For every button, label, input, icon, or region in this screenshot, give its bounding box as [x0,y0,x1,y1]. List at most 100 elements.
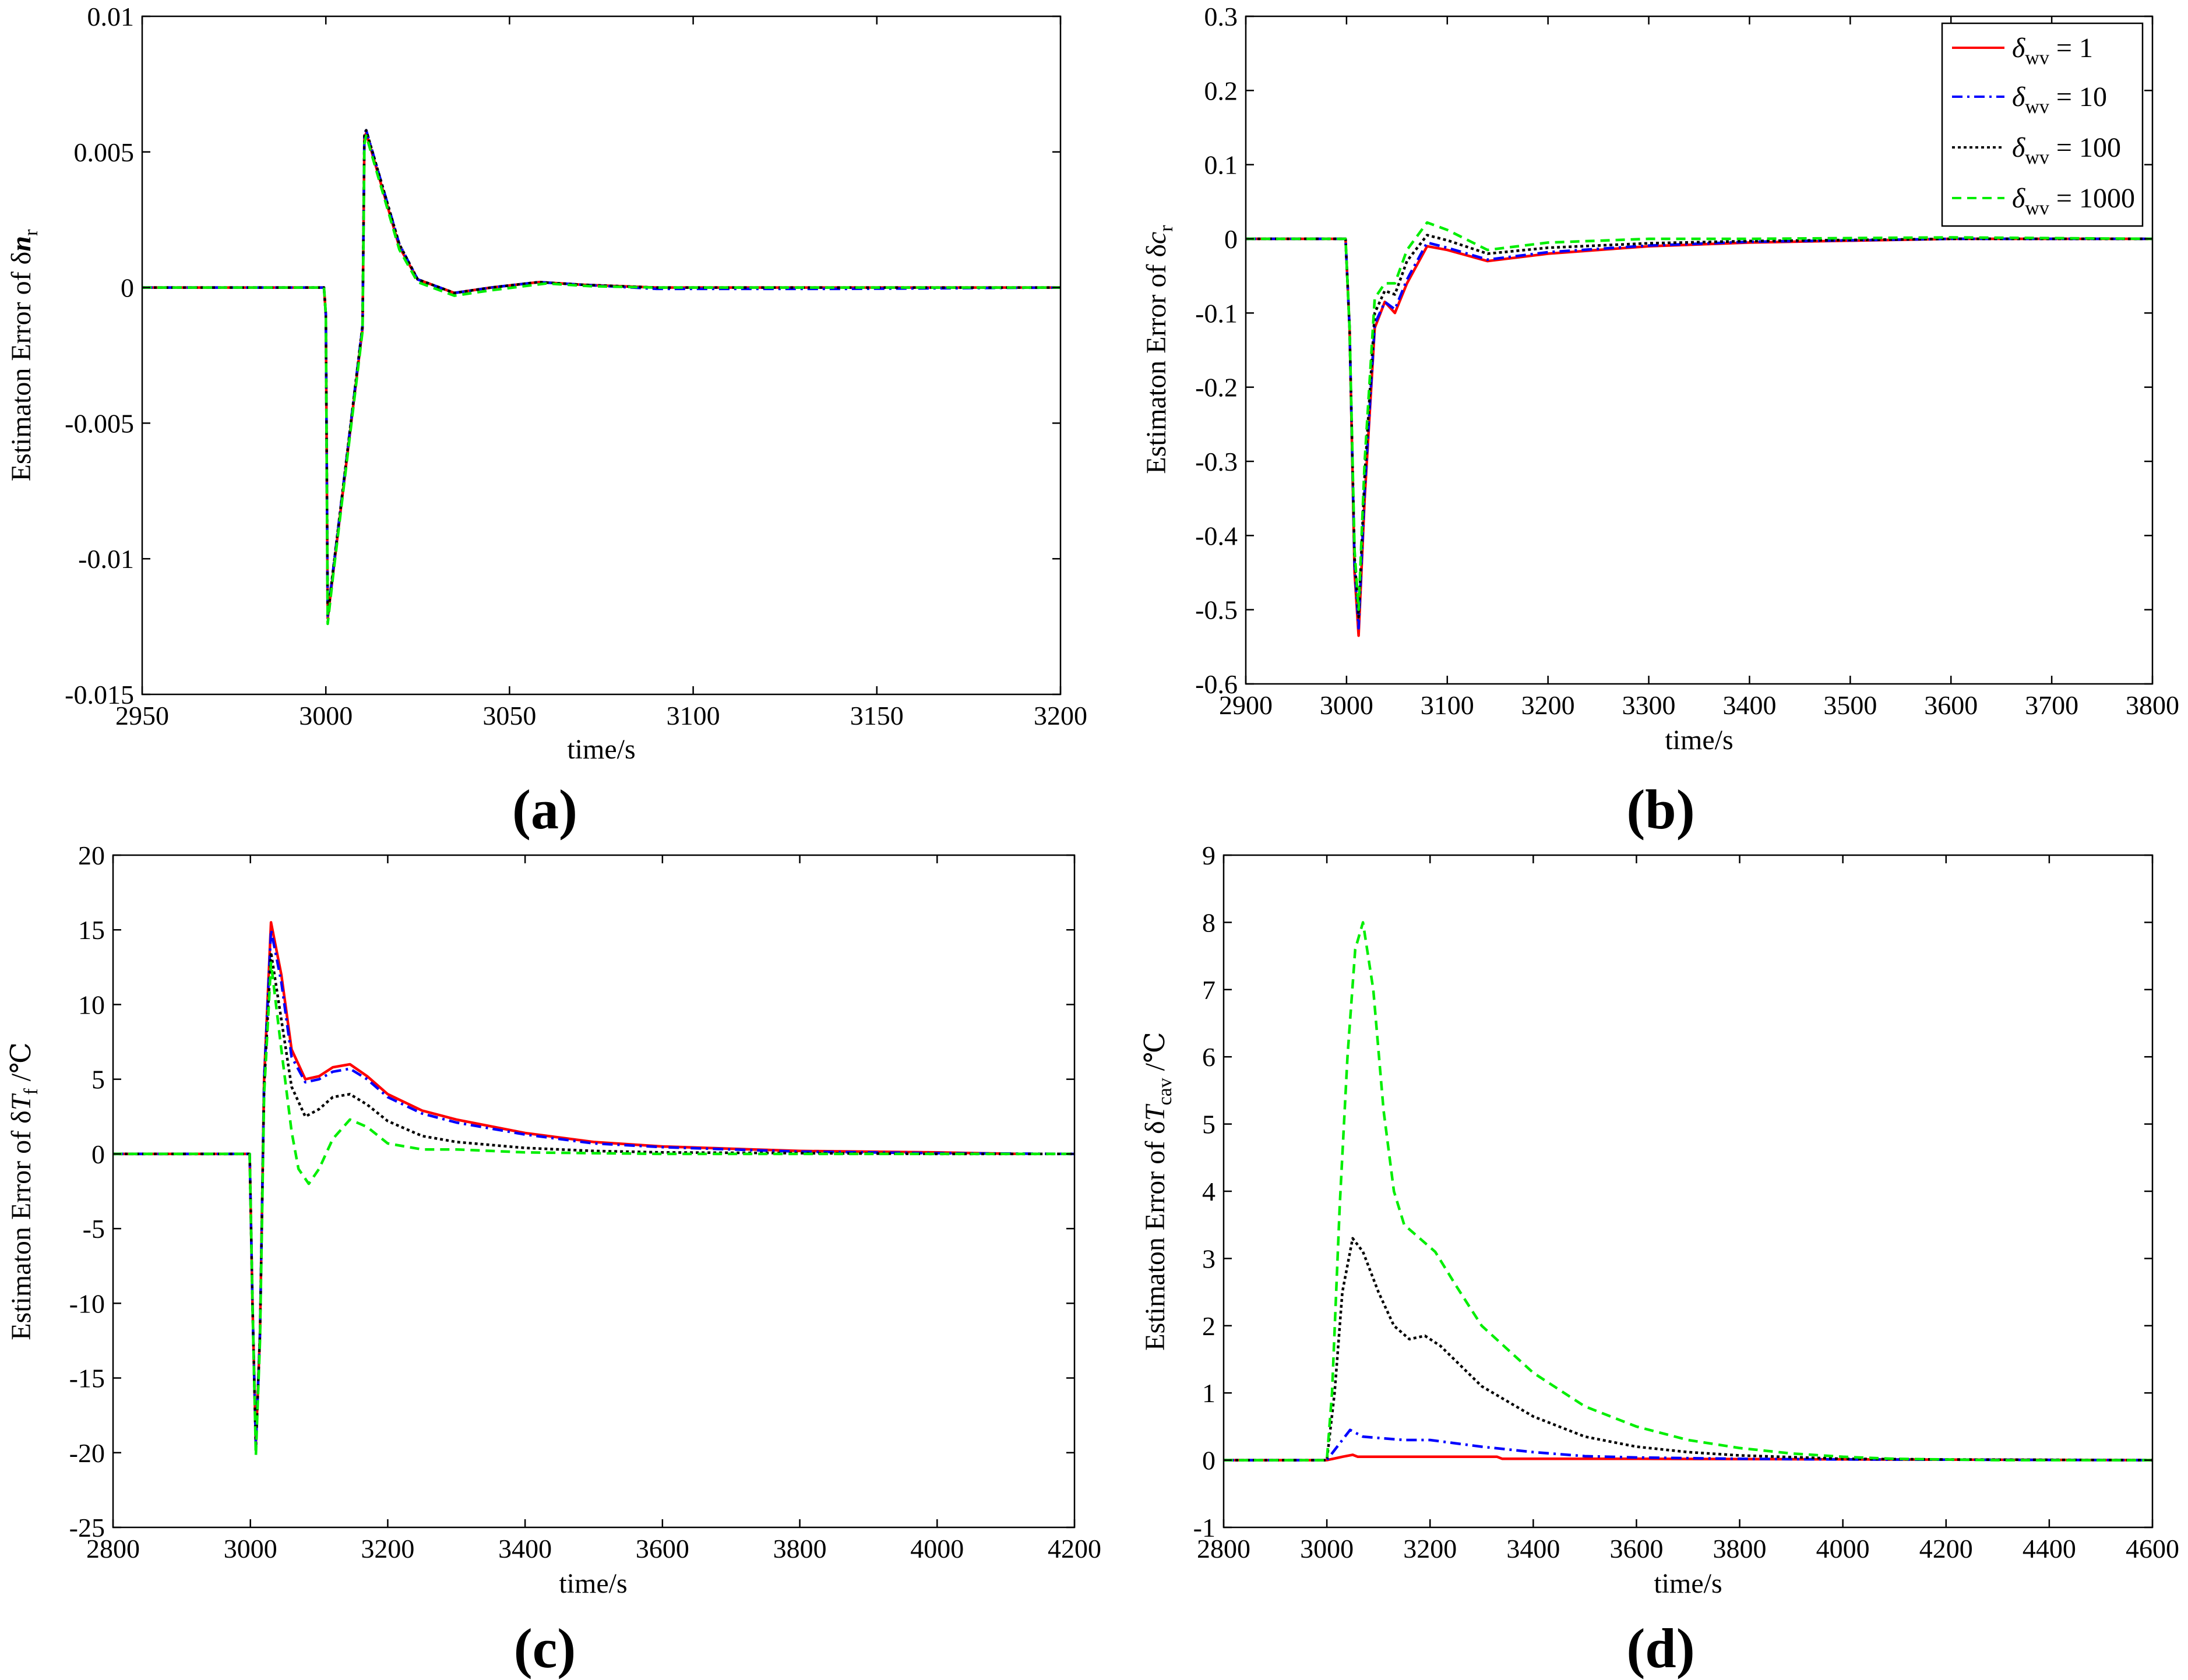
panel-c-frame [112,854,1076,1529]
panel-d-ylabel-sub: cav [1154,1078,1176,1105]
panel-d-ytick-label: 3 [1202,1244,1215,1273]
panel-d-series-s10 [1224,1428,2153,1462]
panel-d-ytick-label: 2 [1202,1311,1215,1341]
panel-c-xtick-label: 3000 [224,1534,277,1563]
panel-b-ytick-label: -0.6 [1195,669,1238,699]
panel-d-xtick-label: 2800 [1197,1534,1250,1563]
panel-d-ytick-label: 8 [1202,908,1215,937]
legend-symbol-s10: δ [2012,82,2025,112]
panel-d-ytick-label: 5 [1202,1110,1215,1139]
legend-box [1941,22,2144,227]
panel-d-ylabel-var: T [1140,1103,1171,1121]
panel-b-xtick-label: 3600 [1924,690,1978,720]
panel-a-xtick-label: 3000 [299,701,353,730]
panel-a-xtick-label: 3150 [850,701,904,730]
panel-c: 2800 3000 3200 3400 3600 3800 4000 4200 -25 -20 -1… [6,841,1101,1679]
panel-a-series-s10 [142,129,1061,617]
legend-item-s1: δwv = 1 [1952,33,2093,69]
panel-d-ylabel-prefix: Estimaton Error of δ [1140,1121,1171,1351]
panel-d-ytick-label: 0 [1202,1446,1215,1476]
panel-a-xtick-label: 3050 [482,701,536,730]
panel-b-ytick-label: 0.2 [1204,76,1238,105]
panel-d-ylabel: Estimaton Error of δTcav /℃ [1140,1032,1176,1350]
panel-d-xtick-label: 3600 [1609,1534,1663,1563]
panel-c-label: (c) [514,1617,576,1679]
panel-d-xtick-label: 3200 [1403,1534,1457,1563]
panel-d-xtick-label: 4400 [2023,1534,2076,1563]
panel-c-ylabel-sub: f [20,1088,42,1095]
panel-a-series-s100 [142,129,1060,617]
panel-c-xtick-label: 2800 [86,1534,140,1563]
panel-c-xtick-label: 4000 [910,1534,964,1563]
panel-b-xtick-label: 3100 [1421,690,1474,720]
panel-d-ytick-label: 9 [1202,841,1215,870]
panel-c-ytick-label: -5 [83,1214,105,1244]
panel-a-series-s1000 [142,134,1060,626]
legend-sub-s1: wv [2025,47,2049,69]
panel-d-ylabel-suffix: /℃ [1140,1032,1171,1078]
panel-b-xtick-label: 3500 [1823,690,1877,720]
panel-b-ytick-label: -0.3 [1195,447,1238,477]
panel-c-ytick-label: 20 [78,841,105,870]
legend-item-s1000: δwv = 1000 [1952,183,2135,219]
panel-b-xlabel: time/s [1665,725,1733,756]
panel-d-frame [1222,854,2154,1529]
legend-value-s10: = 10 [2049,82,2107,112]
panel-c-xtick-label: 4200 [1048,1534,1101,1563]
panel-c-series-s1000 [113,961,1074,1457]
legend-symbol-s1: δ [2012,33,2025,63]
panel-b-ytick-label: -0.5 [1195,595,1238,625]
panel-c-series [113,921,1075,1457]
panel-b-xtick-label: 2900 [1219,690,1273,720]
panel-a-ytick-label: -0.01 [78,544,134,574]
panel-c-xlabel: time/s [559,1568,627,1599]
panel-b-label: (b) [1626,778,1694,841]
panel-d-ytick-label: 7 [1202,975,1215,1005]
panel-b-ylabel-var: c [1141,232,1172,244]
panel-b-xtick-label: 3400 [1722,690,1776,720]
panel-d-label: (d) [1626,1617,1694,1679]
panel-b-xtick-label: 3000 [1320,690,1373,720]
panel-d-ytick-label: -1 [1193,1513,1215,1543]
panel-d-series [1224,921,2153,1462]
panel-a-ylabel-var: n [6,236,37,252]
panel-b-frame [1245,15,2154,685]
legend: δwv = 1 δwv = 10 δwv = 100 δwv = 1000 [1941,22,2144,227]
panel-a-series-s1 [142,131,1060,620]
panel-c-ytick-label: 5 [91,1065,105,1095]
panel-c-ylabel-prefix: Estimaton Error of δ [6,1110,37,1340]
panel-a-xtick-label: 3100 [667,701,720,730]
panel-a-ytick-label: -0.005 [65,408,134,438]
panel-a-ytick-label: 0.005 [74,137,135,167]
panel-b-ytick-label: 0.1 [1204,150,1238,180]
panel-d: 2800 3000 3200 3400 3600 3800 4000 4200 4400 4600… [1140,841,2179,1679]
panel-d-ytick-label: 4 [1202,1177,1215,1206]
panel-c-ytick-label: -20 [69,1438,105,1468]
panel-a-label: (a) [512,778,577,841]
panel-c-xtick-label: 3800 [773,1534,827,1563]
panel-a-ytick-label: 0.01 [87,2,135,31]
panel-d-xtick-label: 3000 [1300,1534,1354,1563]
panel-a-ytick-label: -0.015 [65,680,134,710]
legend-symbol-s100: δ [2012,132,2025,163]
panel-a-ticks: 2950 3000 3050 3100 3150 3200 -0.015 -0.01 -0.00… [65,2,1087,730]
panel-a-xtick-label: 3200 [1034,701,1087,730]
panel-a-ytick-label: 0 [121,273,134,303]
panel-b-series-s1000 [1246,221,2153,611]
panel-d-xlabel: time/s [1654,1568,1722,1599]
panel-d-xtick-label: 4200 [1919,1534,1973,1563]
panel-c-series-s10 [113,928,1075,1447]
legend-label-s100: δwv = 100 [2012,132,2121,168]
panel-b-ylabel-prefix: Estimaton Error of δ [1141,244,1172,474]
panel-c-ytick-label: 10 [78,990,105,1019]
panel-d-ticks: 2800 3000 3200 3400 3600 3800 4000 4200 4400 4600… [1193,841,2179,1563]
panel-c-ytick-label: -15 [69,1364,105,1393]
panel-b: 2900 3000 3100 3200 3300 3400 3500 3600 3700 3800… [1141,2,2179,841]
panel-c-ylabel: Estimaton Error of δTf /℃ [6,1042,42,1340]
panel-c-ytick-label: -25 [69,1513,105,1543]
panel-b-ytick-label: -0.4 [1195,521,1238,550]
panel-a-ylabel: Estimaton Error of δnr [6,229,42,481]
panel-c-ticks: 2800 3000 3200 3400 3600 3800 4000 4200 -25 -20 -1… [69,841,1101,1563]
panel-c-series-s1 [113,921,1020,1447]
panel-d-xtick-label: 3800 [1713,1534,1767,1563]
